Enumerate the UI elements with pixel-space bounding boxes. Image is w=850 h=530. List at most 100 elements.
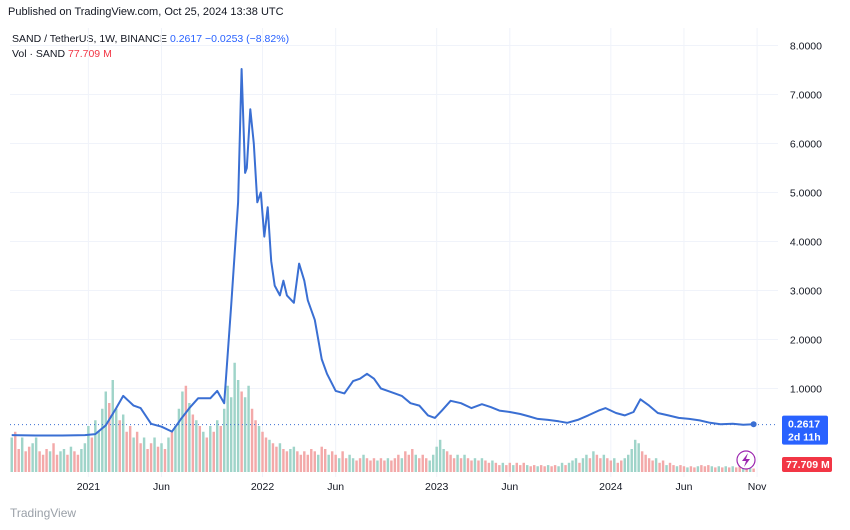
volume-bar: [351, 458, 355, 472]
volume-bar: [181, 391, 184, 472]
volume-bar: [27, 446, 31, 472]
volume-bar: [320, 446, 323, 472]
volume-bar: [574, 458, 578, 472]
volume-bar: [376, 460, 379, 472]
volume-bar: [445, 451, 449, 472]
volume-bar: [177, 408, 181, 472]
volume-bar: [700, 465, 703, 472]
volume-bar: [661, 460, 665, 472]
volume-bar: [195, 420, 198, 472]
volume-bar: [365, 458, 369, 472]
volume-bar: [731, 466, 734, 472]
volume-bar: [66, 454, 69, 472]
volume-bar: [386, 458, 390, 472]
volume-bar: [717, 466, 721, 472]
x-tick-label: Jun: [153, 481, 170, 493]
volume-bar: [640, 451, 644, 472]
volume-bar: [257, 426, 261, 472]
volume-bar: [271, 443, 275, 472]
volume-bar: [407, 454, 411, 472]
volume-bar: [613, 458, 616, 472]
volume-bar: [383, 460, 386, 472]
volume-bar: [97, 431, 101, 472]
volume-bar: [132, 437, 135, 472]
tradingview-watermark: TradingView: [10, 506, 77, 520]
volume-bar: [34, 437, 38, 472]
last-price-dot: [750, 421, 757, 428]
volume-bar: [55, 454, 59, 472]
volume-bar: [473, 458, 477, 472]
volume-bar: [519, 465, 522, 472]
volume-bar: [250, 408, 254, 472]
volume-bar: [327, 454, 330, 472]
volume-bar: [696, 466, 700, 472]
volume-bars: [10, 362, 755, 472]
chart-legend: SAND / TetherUS, 1W, BINANCE 0.2617 −0.0…: [12, 32, 289, 62]
volume-bar: [90, 437, 94, 472]
volume-bar: [438, 439, 442, 472]
volume-bar: [254, 420, 257, 472]
volume-bar: [675, 466, 679, 472]
volume-bar: [31, 443, 34, 472]
volume-bar: [560, 462, 564, 472]
volume-bar: [724, 466, 727, 472]
volume-bar: [184, 385, 188, 472]
volume-bar: [546, 465, 550, 472]
volume-bar: [275, 446, 278, 472]
volume-bar: [424, 458, 428, 472]
y-tick-label: 6.0000: [790, 139, 822, 151]
volume-bar: [121, 414, 125, 472]
flash-icon[interactable]: [736, 450, 756, 470]
volume-bar: [578, 462, 581, 472]
volume-bar: [310, 449, 313, 472]
volume-bar: [651, 460, 654, 472]
volume-bar: [73, 451, 76, 472]
volume-bar: [170, 431, 174, 472]
volume-bar: [606, 458, 609, 472]
x-axis-labels: 2021 Jun 2022 Jun 2023 Jun 2024 Jun Nov: [77, 481, 767, 493]
volume-bar: [491, 460, 494, 472]
volume-bar: [714, 467, 717, 472]
volume-bar: [393, 458, 397, 472]
volume-bar: [38, 451, 41, 472]
volume-bar: [449, 454, 452, 472]
volume-bar: [118, 420, 121, 472]
x-tick-label: Jun: [675, 481, 692, 493]
volume-bar: [24, 451, 27, 472]
volume-bar: [505, 465, 508, 472]
volume-bar: [261, 431, 264, 472]
volume-bar: [480, 458, 484, 472]
volume-bar: [679, 465, 682, 472]
volume-bar: [484, 460, 487, 472]
volume-bar: [532, 465, 536, 472]
volume-bar: [216, 420, 219, 472]
volume-bar: [442, 449, 445, 472]
volume-bar: [526, 465, 529, 472]
volume-bar: [686, 467, 689, 472]
volume-bar: [689, 466, 693, 472]
volume-bar: [292, 446, 296, 472]
volume-bar: [334, 454, 337, 472]
volume-bar: [515, 462, 518, 472]
volume-bar: [567, 462, 571, 472]
volume-bar: [219, 426, 222, 472]
volume-bar: [452, 458, 456, 472]
legend-vol-label: Vol · SAND: [12, 48, 66, 60]
volume-bar: [404, 451, 407, 472]
volume-bar: [609, 460, 613, 472]
volume-bar: [163, 449, 167, 472]
volume-bar: [188, 403, 191, 472]
volume-bar: [14, 431, 17, 472]
volume-bar: [264, 437, 268, 472]
volume-bar: [390, 460, 393, 472]
volume-bar: [752, 468, 755, 472]
volume-bar: [212, 431, 215, 472]
y-tick-label: 3.0000: [790, 286, 822, 298]
volume-bar: [564, 465, 567, 472]
volume-bar: [369, 460, 372, 472]
volume-bar: [721, 467, 724, 472]
volume-bar: [41, 454, 45, 472]
volume-bar: [358, 458, 362, 472]
volume-bar: [233, 362, 236, 472]
